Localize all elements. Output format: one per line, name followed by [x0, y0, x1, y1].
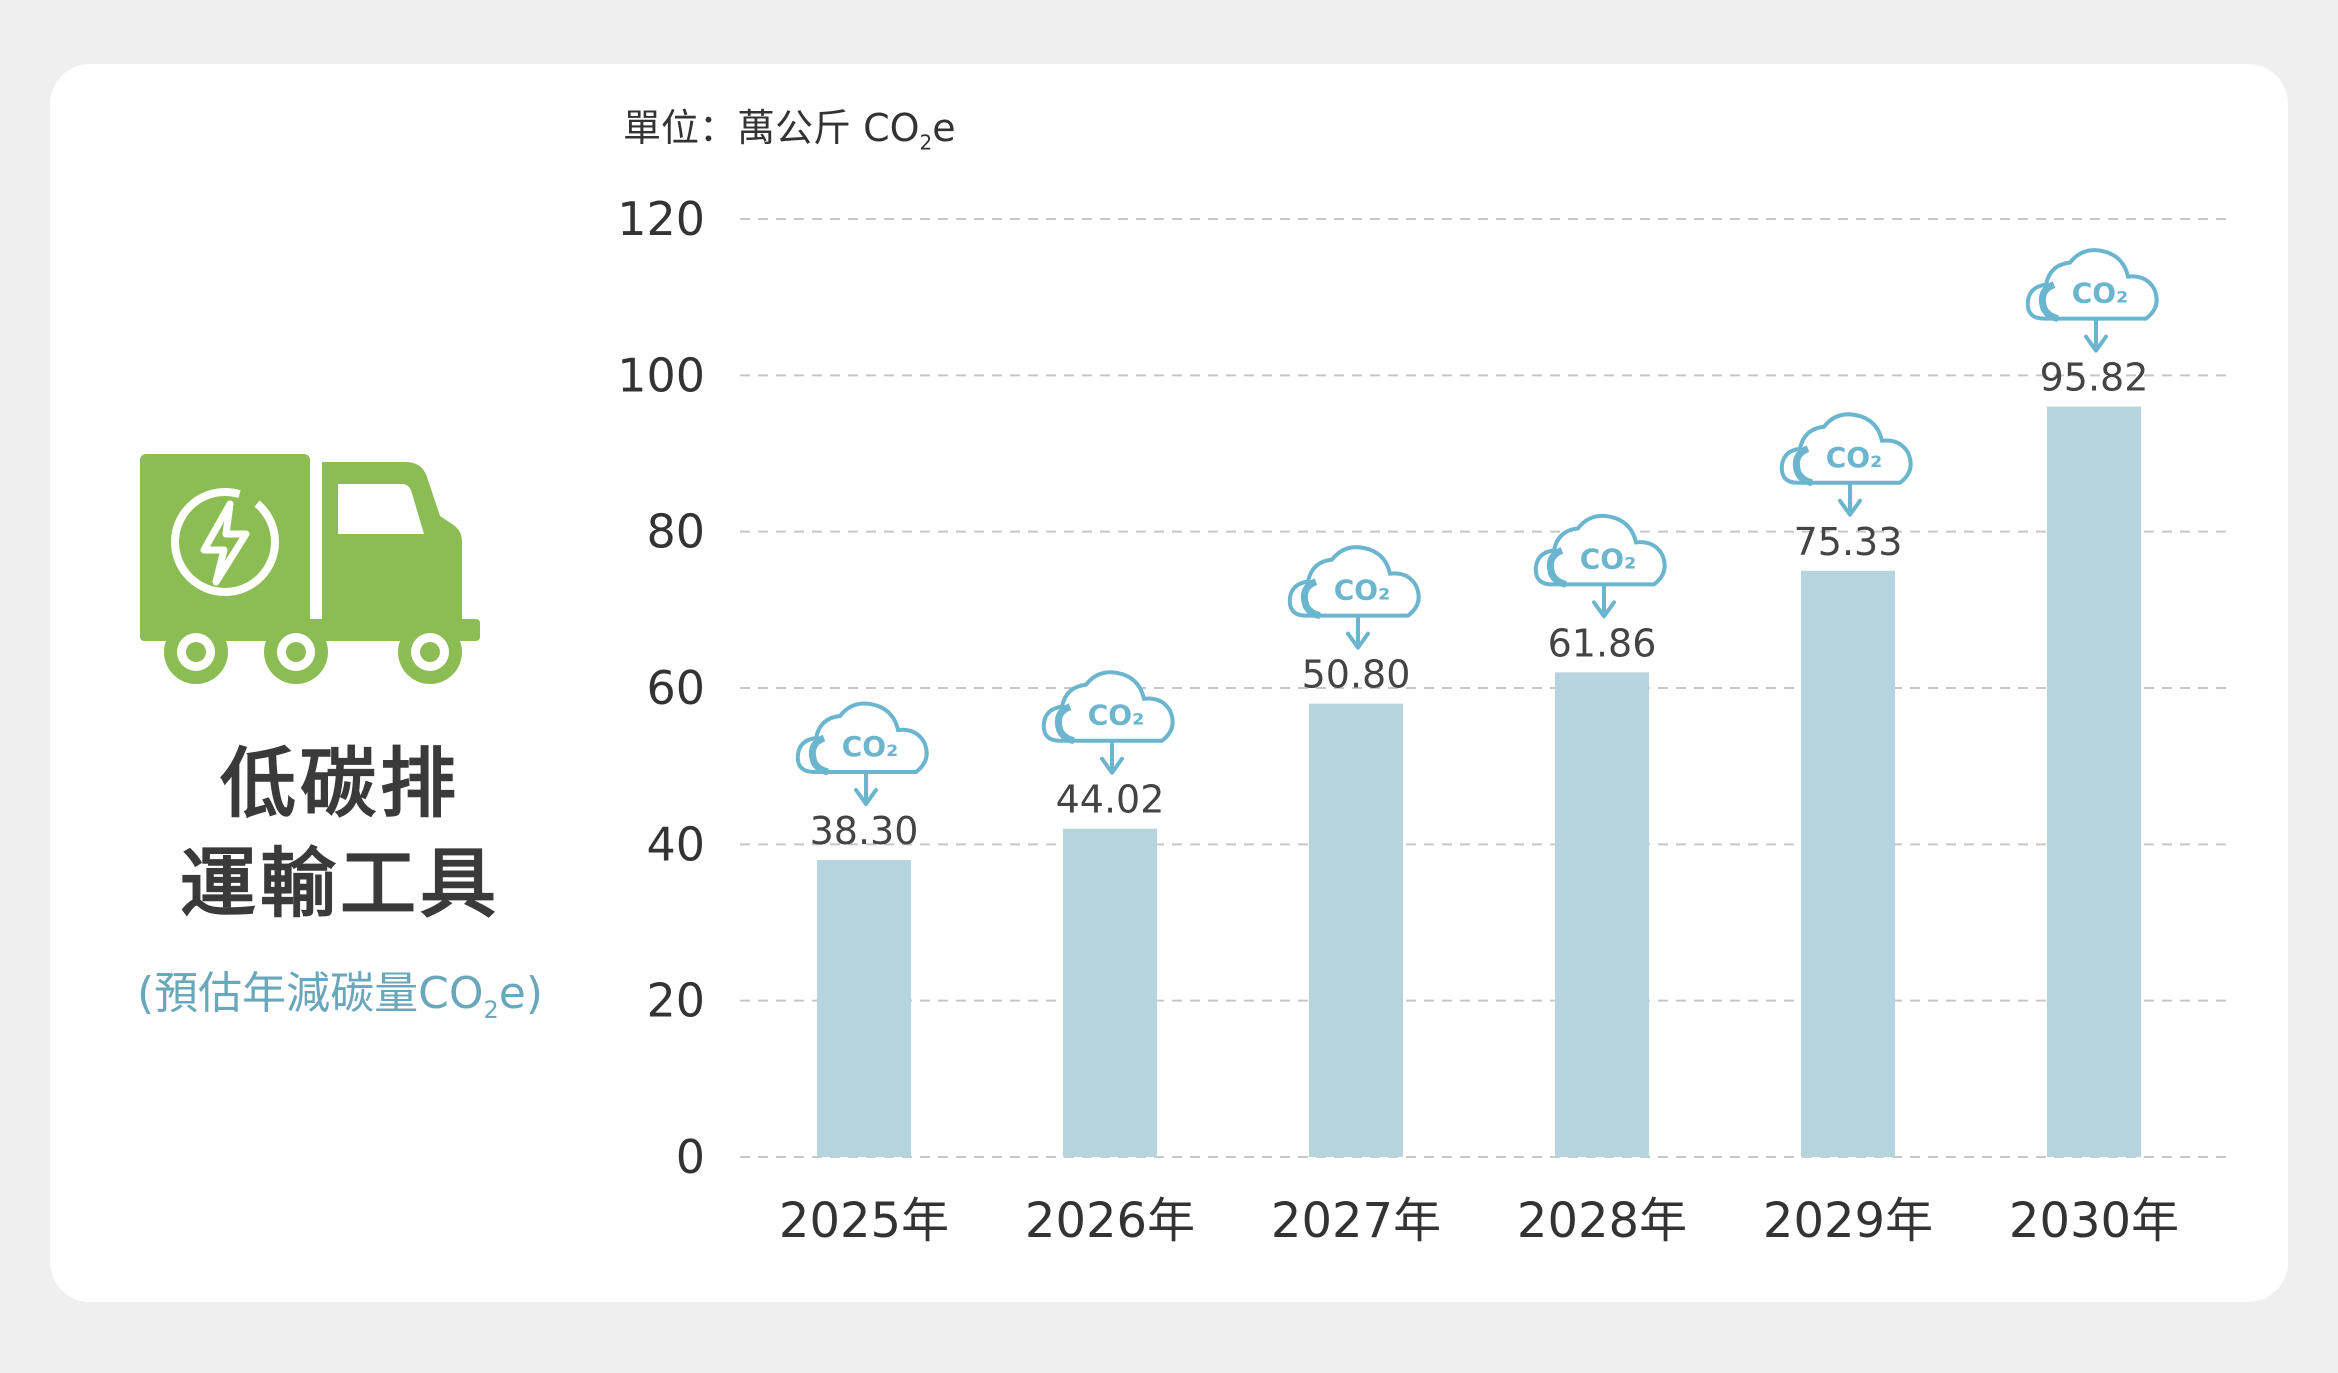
- data-label: 75.33: [1794, 520, 1903, 564]
- co2-cloud-down-icon: CO₂: [1533, 513, 1667, 619]
- x-tick-label: 2030年: [2009, 1193, 2179, 1249]
- y-tick-label: 120: [617, 192, 705, 246]
- data-label: 61.86: [1548, 621, 1657, 665]
- data-label: 44.02: [1056, 778, 1165, 822]
- chart-card: 低碳排 運輸工具 (預估年減碳量CO2e) 單位：萬公斤 CO2e 0 20 40 6…: [50, 64, 2288, 1302]
- bar: [1801, 570, 1895, 1157]
- subtitle-suffix: e): [498, 968, 544, 1019]
- data-label: 50.80: [1302, 653, 1411, 697]
- svg-text:CO₂: CO₂: [842, 730, 899, 763]
- electric-truck-icon: [140, 454, 510, 748]
- x-tick-label: 2027年: [1271, 1193, 1441, 1249]
- svg-text:CO₂: CO₂: [2072, 277, 2129, 310]
- y-tick-label: 40: [646, 817, 705, 871]
- x-tick-label: 2025年: [779, 1193, 949, 1249]
- x-tick-label: 2028年: [1517, 1193, 1687, 1249]
- co2-cloud-down-icon: CO₂: [795, 701, 929, 806]
- y-tick-label: 60: [646, 661, 705, 715]
- bar: [1063, 828, 1157, 1157]
- bar-chart: 0 20 40 60 80 100 120 38.30 CO₂ 2025年 44.02 CO₂ 2026…: [617, 192, 2230, 1249]
- y-tick-label: 80: [646, 505, 705, 559]
- co2-cloud-down-icon: CO₂: [1779, 412, 1913, 517]
- bar: [2047, 406, 2141, 1158]
- x-tick-label: 2026年: [1025, 1193, 1195, 1249]
- bar: [1309, 703, 1403, 1157]
- bar: [1555, 672, 1649, 1157]
- subtitle: (預估年減碳量CO2e): [50, 964, 630, 1040]
- unit-suffix: e: [932, 106, 956, 150]
- unit-prefix: 單位：萬公斤 CO: [623, 106, 920, 150]
- x-tick-label: 2029年: [1763, 1193, 1933, 1249]
- co2-cloud-down-icon: CO₂: [1041, 670, 1175, 775]
- subtitle-sub: 2: [483, 995, 499, 1024]
- unit-label: 單位：萬公斤 CO2e: [623, 98, 956, 173]
- bar: [817, 859, 911, 1157]
- svg-text:CO₂: CO₂: [1334, 574, 1391, 607]
- subtitle-prefix: (預估年減碳量CO: [136, 968, 484, 1019]
- svg-text:CO₂: CO₂: [1580, 542, 1637, 575]
- y-tick-label: 100: [617, 348, 705, 402]
- data-label: 95.82: [2040, 356, 2149, 400]
- unit-sub: 2: [919, 130, 933, 155]
- co2-cloud-down-icon: CO₂: [2025, 248, 2159, 353]
- co2-cloud-down-icon: CO₂: [1287, 545, 1421, 650]
- title-line-1: 低碳排: [220, 739, 460, 828]
- title-line-2: 運輸工具: [180, 839, 500, 928]
- y-tick-label: 0: [676, 1130, 705, 1184]
- data-label: 38.30: [810, 809, 919, 853]
- y-tick-label: 20: [646, 974, 705, 1028]
- svg-text:CO₂: CO₂: [1088, 699, 1145, 732]
- svg-text:CO₂: CO₂: [1826, 441, 1883, 474]
